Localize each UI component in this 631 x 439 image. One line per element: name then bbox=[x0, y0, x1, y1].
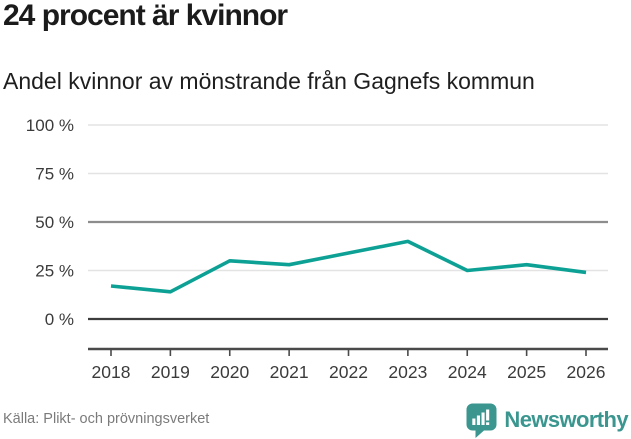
chart-title: 24 procent är kvinnor bbox=[3, 0, 288, 32]
y-tick-label: 25 % bbox=[35, 262, 74, 281]
newsworthy-logo: Newsworthy bbox=[466, 402, 629, 438]
x-tick-label: 2025 bbox=[507, 362, 546, 382]
newsworthy-wordmark: Newsworthy bbox=[504, 407, 628, 432]
x-tick-label: 2018 bbox=[92, 362, 131, 382]
newsworthy-icon bbox=[466, 403, 497, 438]
data-line bbox=[110, 239, 587, 294]
x-tick-label: 2026 bbox=[567, 362, 606, 382]
chart-subtitle: Andel kvinnor av mönstrande från Gagnefs… bbox=[3, 68, 535, 94]
y-tick-label: 50 % bbox=[35, 213, 74, 232]
x-tick-label: 2021 bbox=[270, 362, 309, 382]
source-note: Källa: Plikt- och prövningsverket bbox=[3, 411, 210, 427]
x-tick-label: 2020 bbox=[210, 362, 249, 382]
y-tick-label: 0 % bbox=[45, 310, 74, 329]
x-tick-label: 2024 bbox=[448, 362, 487, 382]
y-tick-label: 100 % bbox=[26, 116, 74, 135]
x-tick-label: 2023 bbox=[388, 362, 427, 382]
x-tick-label: 2022 bbox=[329, 362, 368, 382]
line-chart: 0 % 25 % 50 % 75 % 100 % 2018 2019 2020 2021 2022… bbox=[26, 116, 608, 382]
x-tick-label: 2019 bbox=[151, 362, 190, 382]
y-tick-label: 75 % bbox=[35, 165, 74, 184]
